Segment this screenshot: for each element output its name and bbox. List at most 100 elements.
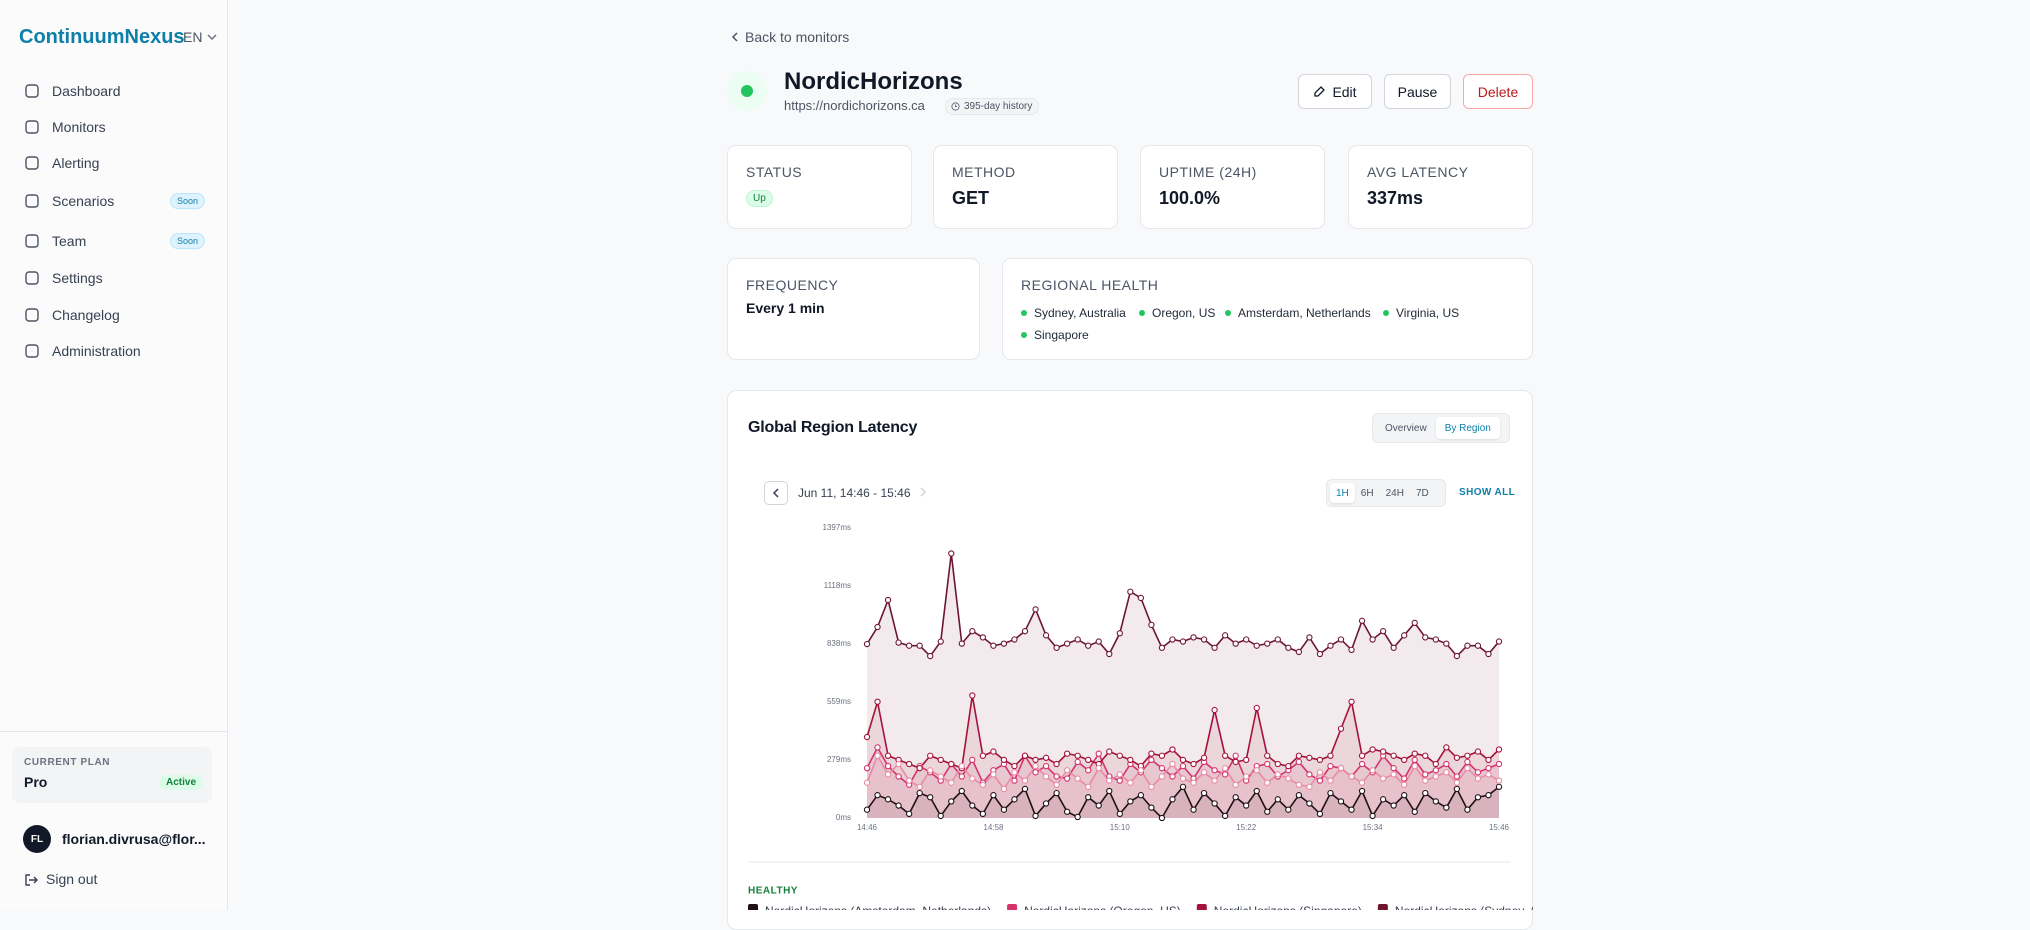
x-tick-label: 14:46 (857, 823, 878, 832)
nav-item[interactable]: Dashboard (24, 76, 204, 106)
region-dot (1139, 310, 1145, 316)
point (1116, 810, 1123, 817)
user-email[interactable]: florian.divrusa@flor... (62, 831, 206, 847)
nav-item[interactable]: Changelog (24, 300, 204, 330)
point (958, 787, 965, 795)
edit-icon (1314, 86, 1326, 97)
nav-item[interactable]: Monitors (24, 112, 204, 142)
page: NordicHorizons { "sidebar": { "brand": "… (0, 0, 1533, 930)
point (1042, 754, 1050, 761)
nav-item[interactable]: Administration (24, 336, 204, 366)
nav-item[interactable]: Settings (24, 263, 204, 293)
point (1095, 802, 1102, 809)
point (884, 796, 892, 803)
point (1485, 765, 1492, 772)
avatar[interactable]: FL (23, 825, 51, 853)
point (1158, 752, 1166, 759)
nav-item[interactable]: Team Soon (24, 226, 206, 256)
point (895, 760, 902, 768)
nav-label: Monitors (52, 119, 106, 135)
point (1127, 756, 1134, 764)
plan-name: Pro (24, 774, 48, 790)
point (1169, 636, 1176, 643)
point (1221, 812, 1229, 820)
point (1074, 752, 1081, 759)
nav-icon (25, 194, 39, 208)
legend-swatch (1007, 904, 1018, 910)
point (1401, 775, 1408, 782)
point (1011, 796, 1018, 803)
point (874, 792, 881, 799)
point (1211, 644, 1218, 651)
action-button[interactable]: Edit (1298, 74, 1372, 109)
point (1253, 642, 1260, 649)
point (874, 623, 881, 631)
point (937, 812, 944, 820)
point (1042, 800, 1050, 807)
range-option[interactable]: 7D (1415, 487, 1429, 499)
brand[interactable]: ContinuumNexus (19, 26, 185, 48)
point (1358, 760, 1366, 768)
point (937, 638, 944, 645)
nav-icon (25, 84, 39, 98)
point (1190, 779, 1197, 786)
next-button[interactable] (917, 486, 929, 498)
point (1485, 756, 1492, 764)
point (1369, 812, 1376, 820)
point (863, 806, 871, 813)
point (1232, 781, 1239, 788)
sign-out[interactable]: Sign out (46, 871, 98, 887)
region-name: Amsterdam, Netherlands (1238, 306, 1371, 320)
stat-value: Up (746, 190, 773, 207)
point (1264, 808, 1271, 815)
prev-button[interactable] (764, 481, 788, 505)
point (1053, 789, 1060, 797)
x-tick-label: 15:22 (1236, 823, 1257, 832)
point (1316, 650, 1324, 658)
range-option[interactable]: 6H (1360, 487, 1374, 499)
point (1137, 594, 1145, 602)
point (990, 748, 997, 755)
point (969, 756, 976, 764)
stat-value: 100.0% (1159, 188, 1221, 208)
nav-item[interactable]: Alerting (24, 148, 204, 178)
action-button[interactable]: Pause (1384, 74, 1451, 109)
point (958, 762, 965, 770)
point (1422, 789, 1429, 797)
show-all[interactable]: SHOW ALL (1459, 487, 1516, 498)
range-option[interactable]: 24H (1385, 487, 1404, 499)
point (1464, 758, 1471, 766)
point (979, 752, 987, 759)
monitor-url[interactable]: https://nordichorizons.ca (784, 98, 925, 113)
point (1221, 771, 1229, 778)
view-option[interactable]: Overview (1385, 422, 1427, 434)
back-icon (731, 32, 738, 42)
point (1327, 642, 1334, 649)
point (1401, 792, 1408, 799)
language-select[interactable]: EN (183, 29, 218, 45)
point (1327, 752, 1334, 759)
point (1443, 760, 1450, 768)
chevron-icon (207, 34, 217, 41)
point (979, 781, 987, 788)
back-link[interactable]: Back to monitors (745, 29, 850, 45)
point (1453, 773, 1461, 780)
point (1190, 634, 1197, 641)
point (1106, 748, 1113, 755)
point (1095, 765, 1102, 772)
point (1432, 798, 1439, 805)
view-option[interactable]: By Region (1435, 417, 1500, 439)
point (1474, 642, 1482, 649)
point (916, 783, 923, 791)
point (1274, 796, 1281, 803)
action-button[interactable]: Delete (1463, 74, 1533, 109)
region: Sydney, Australia (1021, 306, 1126, 320)
point (1306, 634, 1313, 641)
region: Virginia, US (1383, 306, 1459, 320)
legend-label: NordicHorizons (Amsterdam, Netherlands) (765, 904, 991, 910)
history-badge: 395-day history (945, 98, 1040, 115)
range-option[interactable]: 1H (1330, 483, 1355, 503)
plan-box: CURRENT PLAN Pro Active (12, 747, 212, 803)
nav-item[interactable]: Scenarios Soon (24, 186, 206, 216)
point (1000, 756, 1008, 764)
